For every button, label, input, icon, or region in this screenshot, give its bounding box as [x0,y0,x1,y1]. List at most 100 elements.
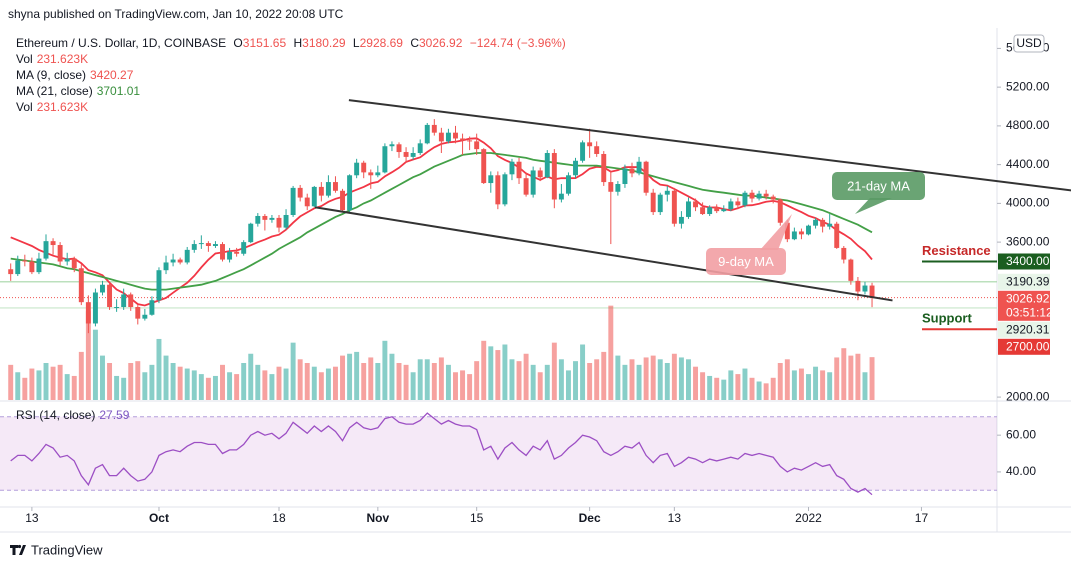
x-tick-label: Oct [149,511,169,525]
volume-bar [311,366,317,400]
volume-bar [43,363,49,400]
candle-body [318,186,324,196]
volume-bar [615,355,621,400]
volume-bar [255,364,261,400]
candle-body [523,178,529,195]
volume-bar [827,372,833,400]
volume-bar [92,329,98,400]
volume-bar [862,372,868,400]
candle-body [558,193,564,200]
volume-bar [304,363,310,400]
candle-body [573,160,578,176]
volume-bar [643,357,649,400]
volume-bar [438,357,444,400]
candle-body [728,201,734,210]
volume-bar [622,364,628,400]
candle-body [488,175,494,184]
candle-body [121,294,127,308]
volume-bar [403,364,409,400]
annotation-pointer [760,214,792,250]
volume-bar [770,377,776,400]
volume-bar [678,357,684,400]
volume-bar [784,359,790,400]
candle-body [777,199,783,223]
candle-body [763,193,769,197]
volume-bar [114,375,120,400]
volume-bar [721,379,727,400]
candle-body [248,223,254,243]
candle-body [509,161,515,175]
candle-body [643,161,649,193]
candle-body [537,170,543,178]
volume-bar [347,353,353,400]
volume-bar [297,359,303,400]
volume-bar [85,311,91,400]
volume-bar [488,346,494,400]
volume-bar [22,377,28,400]
candle-body [502,174,508,205]
volume-bar [100,355,105,400]
legend-row: Vol 231.623K [16,51,570,67]
price-label-box [998,338,1050,355]
candle-body [297,187,303,198]
candle-body [50,241,56,246]
candle-body [156,270,162,301]
brand-logo [10,545,26,555]
annotation-text: 9-day MA [718,254,774,269]
candle-body [650,192,656,213]
volume-bar [50,366,56,400]
candle-body [700,207,706,215]
candle-body [467,140,473,142]
candle-body [396,144,402,153]
candle-body [382,146,388,173]
rsi-band [0,416,997,491]
volume-bar [777,363,783,400]
symbol-title: Ethereum / U.S. Dollar, 1D, COINBASE [16,36,227,50]
candle-body [85,302,91,324]
volume-bar [368,357,374,400]
volume-bar [551,342,557,400]
countdown: 03:51:12 [1006,305,1053,319]
volume-bar [735,374,741,400]
volume-bar [580,344,586,400]
volume-bar [608,305,614,400]
volume-bar [325,368,331,400]
x-tick-label: Dec [579,511,601,525]
ohlc-value: 3180.29 [302,36,346,50]
candle-body [601,153,607,183]
candle-body [756,193,762,199]
volume-bar [149,364,155,400]
candle-body [375,172,381,176]
candle-body [361,162,367,173]
volume-bar [657,359,663,400]
volume-bar [15,372,21,400]
candle-body [594,146,600,154]
y-tick-label: 3600.00 [1006,234,1050,248]
volume-bar [283,368,289,400]
candle-body [354,162,360,176]
price-label: 3190.39 [1006,274,1050,288]
volume-bar [791,370,797,400]
volume-bar [318,372,324,400]
candle-body [580,142,586,161]
volume-bar [354,351,360,400]
volume-bar [71,375,77,400]
candle-body [255,215,261,224]
price-label-box [998,253,1050,270]
volume-bar [64,374,70,400]
candle-body [721,209,727,212]
trendline [314,206,893,302]
legend-name: RSI (14, close) [16,408,96,422]
candle-body [304,197,310,207]
volume-bar [530,364,536,400]
annotation-box [706,248,786,275]
candle-body [340,190,346,211]
volume-bar [587,363,593,400]
volume-bar [601,351,607,400]
candle-body [43,241,49,259]
trendline [348,99,1071,192]
volume-bar [107,363,113,400]
y-tick-label: 5200.00 [1006,79,1050,93]
candle-body [791,231,797,240]
